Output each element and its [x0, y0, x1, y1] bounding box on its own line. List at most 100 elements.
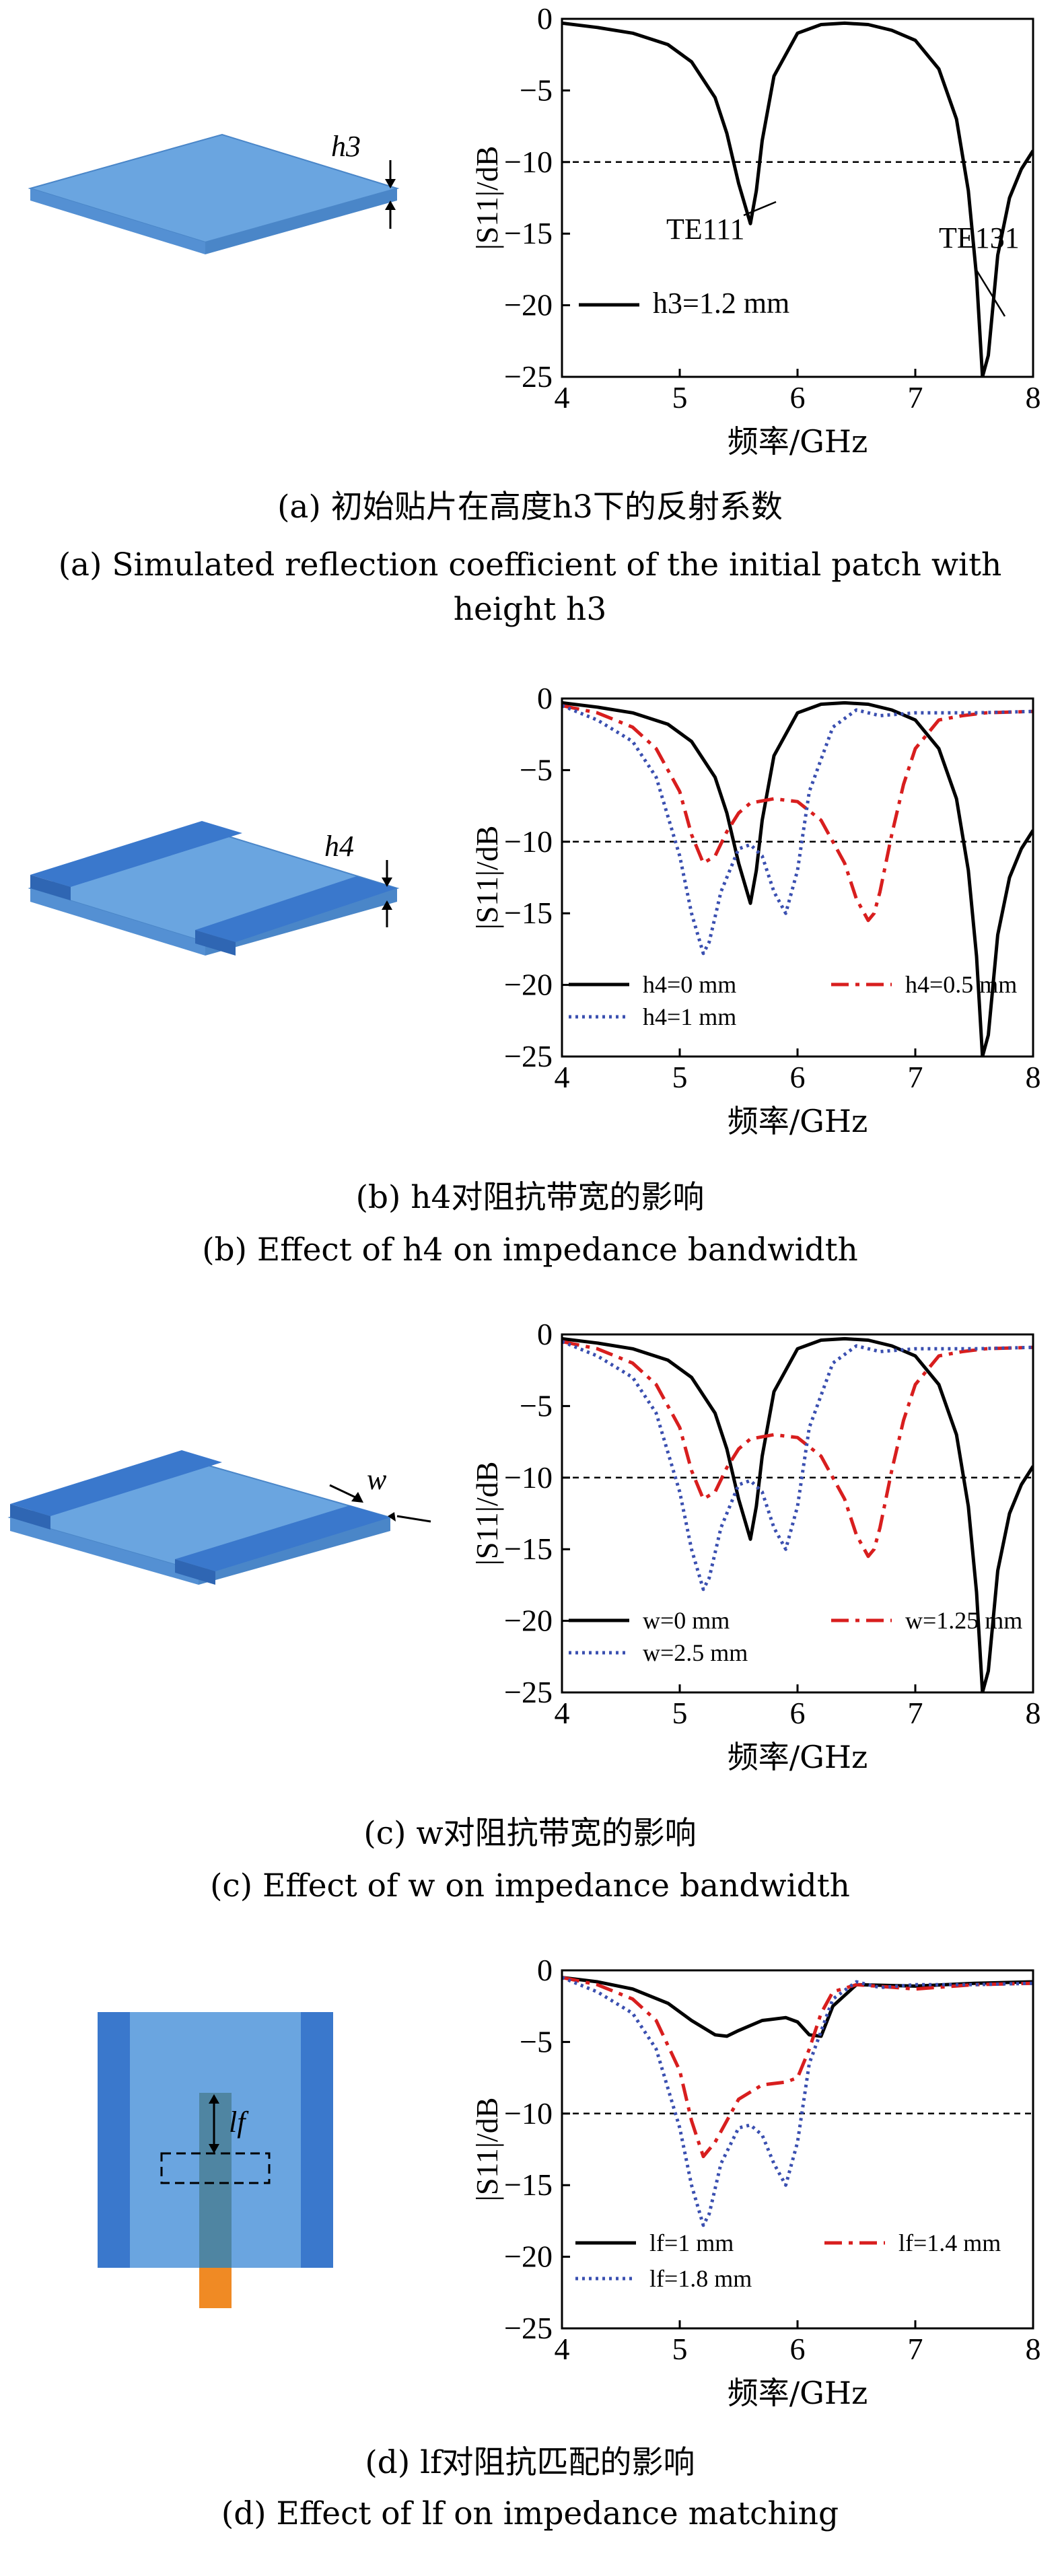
patch-front-face	[30, 888, 205, 956]
caption-en-a-line2: height h3	[453, 591, 607, 628]
x-tick-label: 6	[790, 1060, 806, 1094]
patch-side-face	[199, 1517, 390, 1585]
arrowhead-icon	[385, 179, 396, 188]
x-tick-label: 6	[790, 1696, 806, 1730]
series-line-dashdot	[562, 704, 1033, 923]
plot-frame	[561, 697, 1034, 1058]
x-tick-label: 5	[672, 2332, 688, 2366]
antenna-dimension-label: w	[367, 1463, 387, 1496]
y-tick-label: −10	[504, 1460, 553, 1495]
caption-cn-b: (b) h4对阻抗带宽的影响	[355, 1179, 705, 1216]
x-axis-label: 频率/GHz	[728, 1739, 868, 1775]
x-tick-label: 5	[672, 380, 688, 415]
annotation-arrow	[743, 201, 777, 217]
series-line-dotted	[562, 704, 1033, 956]
caption-cn-a: (a) 初始贴片在高度h3下的反射系数	[277, 489, 783, 526]
arrowhead-icon	[385, 201, 396, 210]
width-arrow-right	[396, 1515, 431, 1523]
legend-label: h3=1.2 mm	[653, 287, 789, 320]
y-tick-label: −10	[504, 2096, 553, 2131]
x-tick-label: 5	[672, 1696, 688, 1730]
x-tick-label: 4	[555, 380, 570, 415]
side-strip-right	[301, 2012, 333, 2268]
y-axis-label: |S11|/dB	[470, 1462, 504, 1566]
annotation-arrow	[975, 269, 1006, 317]
caption-cn-d: (d) lf对阻抗匹配的影响	[365, 2444, 695, 2481]
chart-b: 4 5 6 7 8 0 −5 −10 −15 −20 −25 频率/GHz |S11|/dB h4=0 m…	[470, 681, 1041, 1139]
raised-strip-front	[175, 1505, 390, 1571]
patch-side-face	[205, 188, 397, 254]
y-tick-label: −15	[504, 216, 553, 250]
raised-strip-back	[30, 821, 242, 887]
patch-front-face	[10, 1517, 199, 1585]
x-tick-label: 7	[908, 380, 923, 415]
mode-annotation: TE131	[939, 221, 1020, 254]
probe-slot-outline	[160, 2152, 271, 2184]
antenna-diagram-a: h3	[28, 130, 400, 254]
x-tick-label: 6	[790, 2332, 806, 2366]
y-tick-label: −20	[504, 1604, 553, 1638]
series-line-solid	[562, 1976, 1033, 2038]
raised-strip-front-edge	[195, 930, 236, 956]
x-tick-label: 5	[672, 1060, 688, 1094]
legend-label: w=1.25 mm	[905, 1607, 1022, 1634]
antenna-diagram-b: h4	[28, 821, 400, 956]
series-line-dotted	[562, 1340, 1033, 1591]
arrowhead-icon	[209, 2144, 219, 2153]
caption-en-b: (b) Effect of h4 on impedance bandwidth	[202, 1231, 858, 1268]
caption-en-a-line1: (a) Simulated reflection coefficient of …	[58, 546, 1002, 583]
panel-d: lf 4 5 6 7 8 0 −5 −10 −15 −20 −25 频率/GHz |S11|/dB lf=…	[0, 1952, 1060, 2576]
x-tick-label: 4	[555, 1060, 570, 1094]
y-tick-label: −15	[504, 1532, 553, 1566]
series-line-solid	[562, 21, 1033, 377]
legend-label: h4=0.5 mm	[905, 971, 1017, 998]
plot-frame	[561, 17, 1034, 378]
legend-label: lf=1 mm	[649, 2229, 734, 2256]
chart-d: 4 5 6 7 8 0 −5 −10 −15 −20 −25 频率/GHz |S11|/dB lf=1 m…	[470, 1953, 1041, 2411]
y-tick-label: −25	[504, 1675, 553, 1709]
side-strip-left	[98, 2012, 130, 2268]
antenna-diagram-c: w	[7, 1450, 431, 1585]
raised-strip-back-edge	[30, 875, 71, 900]
y-tick-label: −5	[520, 73, 553, 107]
legend-label: h4=1 mm	[643, 1003, 736, 1030]
legend-label: w=0 mm	[643, 1607, 730, 1634]
antenna-diagram-d: lf	[98, 2012, 333, 2308]
x-tick-label: 8	[1026, 2332, 1041, 2366]
y-tick-label: −25	[504, 359, 553, 394]
feed-line	[199, 2093, 232, 2268]
y-tick-label: 0	[537, 1953, 553, 1987]
legend-label: lf=1.4 mm	[898, 2229, 1001, 2256]
plot-frame	[561, 1333, 1034, 1694]
y-tick-label: −15	[504, 896, 553, 930]
series-line-solid	[562, 1336, 1033, 1692]
x-tick-label: 8	[1026, 1060, 1041, 1094]
raised-strip-back	[10, 1450, 222, 1516]
y-tick-label: −20	[504, 288, 553, 322]
caption-cn-c: (c) w对阻抗带宽的影响	[363, 1815, 697, 1852]
arrowhead-icon	[388, 1512, 396, 1522]
series-line-solid	[562, 701, 1033, 1057]
arrowhead-icon	[382, 878, 392, 887]
x-tick-label: 4	[555, 2332, 570, 2366]
series-line-dashdot	[562, 1976, 1033, 2159]
raised-strip-back-edge	[10, 1504, 50, 1530]
arrowhead-icon	[351, 1492, 363, 1503]
chart-a: 4 5 6 7 8 0 −5 −10 −15 −20 −25 频率/GHz |S11|/dB h3=1.2…	[470, 1, 1041, 460]
y-tick-label: −10	[504, 145, 553, 179]
x-tick-label: 6	[790, 380, 806, 415]
antenna-dimension-label: h4	[324, 830, 354, 863]
y-tick-label: −20	[504, 968, 553, 1002]
y-tick-label: −15	[504, 2168, 553, 2202]
x-axis-label: 频率/GHz	[728, 1103, 868, 1139]
y-tick-label: −10	[504, 824, 553, 859]
x-tick-label: 8	[1026, 380, 1041, 415]
y-axis-label: |S11|/dB	[470, 2098, 504, 2202]
y-tick-label: −5	[520, 2024, 553, 2059]
caption-en-c: (c) Effect of w on impedance bandwidth	[210, 1867, 850, 1904]
y-tick-label: −5	[520, 1388, 553, 1423]
x-axis-label: 频率/GHz	[728, 423, 868, 460]
y-tick-label: −25	[504, 2311, 553, 2345]
panel-a: h3 4 5 6 7 8 0 −5 −10 −15 −20 −25 频率/GHz |S11|/dB h3=…	[0, 0, 1060, 646]
raised-strip-front-edge	[175, 1559, 215, 1585]
